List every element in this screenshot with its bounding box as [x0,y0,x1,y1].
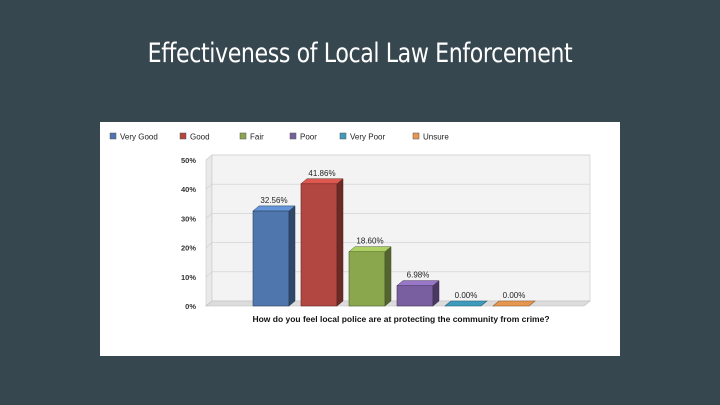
legend-swatch [339,132,347,140]
y-tick-label: 50% [181,156,196,165]
slide-title: Effectiveness of Local Law Enforcement [147,38,573,69]
bar-chart: 0% 10% 20% 30% 40% 50% Very Good Good Fair Poor Ve… [109,132,591,324]
bar [444,300,488,307]
legend-label: Good [190,133,210,142]
bar [396,285,434,307]
data-label: 18.60% [356,237,383,246]
y-tick-label: 10% [181,273,196,282]
data-label: 0.00% [455,291,478,300]
gridline-diag [205,271,213,278]
legend-swatch [179,132,187,140]
bar-top [348,246,392,252]
gridline-diag [205,242,213,248]
chart-card: 0% 10% 20% 30% 40% 50% Very Good Good Fair Poor Ve… [100,122,620,356]
bar [300,183,338,307]
legend-label: Very Good [120,133,158,142]
bar-side [336,178,344,307]
legend-swatch [289,132,297,140]
data-label: 6.98% [407,271,430,280]
legend-swatch [109,132,117,140]
data-label: 41.86% [308,169,335,178]
y-tick-label: 30% [181,214,196,223]
bar-top [396,280,440,286]
legend-label: Poor [300,133,317,142]
legend-label: Fair [250,133,264,142]
legend-label: Very Poor [350,133,385,142]
bar-top [300,178,344,185]
side-wall [205,154,213,307]
bar-side [384,246,392,307]
gridline-diag [205,183,213,190]
y-tick-label: 0% [185,302,196,311]
bar-top [252,205,296,212]
data-label: 32.56% [260,196,287,205]
y-tick-label: 40% [181,185,196,194]
legend-swatch [239,132,247,140]
bar [252,210,290,307]
gridline-diag [205,154,213,161]
legend-swatch [412,132,420,140]
gridline-diag [205,213,213,219]
bar [348,251,386,307]
y-tick-label: 20% [181,244,196,253]
x-axis-label: How do you feel local police are at prot… [252,314,549,324]
data-label: 0.00% [503,291,526,300]
bar-side [288,205,296,307]
legend-label: Unsure [423,133,449,142]
bar [492,300,536,307]
